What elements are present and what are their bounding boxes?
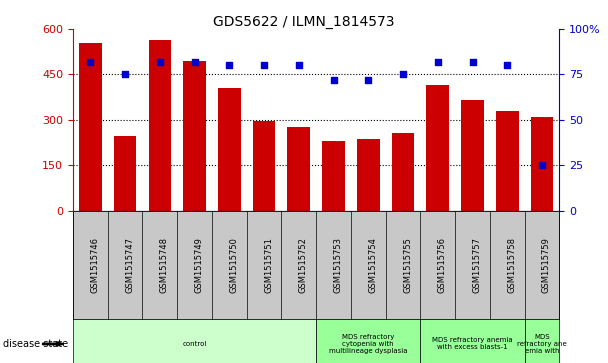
Point [224,62,234,68]
Point [433,59,443,65]
Text: GSM1515755: GSM1515755 [403,237,412,293]
Bar [288,127,310,211]
Text: GSM1515754: GSM1515754 [368,237,378,293]
Text: GSM1515753: GSM1515753 [334,237,342,293]
Text: control: control [182,341,207,347]
Point [190,59,199,65]
Bar [426,85,449,211]
Bar [461,100,484,211]
Text: GSM1515757: GSM1515757 [472,237,482,293]
Point [329,77,339,83]
Text: disease state: disease state [3,339,68,349]
Bar [322,141,345,211]
Point [398,72,408,77]
Text: GSM1515746: GSM1515746 [91,237,99,293]
Point [155,59,165,65]
Text: MDS
refractory ane
emia with: MDS refractory ane emia with [517,334,567,354]
Bar [79,43,102,211]
Point [120,72,130,77]
Text: GSM1515759: GSM1515759 [542,237,551,293]
Point [537,162,547,168]
Text: GSM1515752: GSM1515752 [299,237,308,293]
Bar [357,139,379,211]
Text: GSM1515749: GSM1515749 [195,237,204,293]
Bar [253,121,275,211]
Bar [148,40,171,211]
Point [468,59,477,65]
Text: MDS refractory
cytopenia with
multilineage dysplasia: MDS refractory cytopenia with multilinea… [329,334,407,354]
Text: GSM1515748: GSM1515748 [160,237,169,293]
Text: GSM1515747: GSM1515747 [125,237,134,293]
Point [364,77,373,83]
Bar [531,117,553,211]
Text: GDS5622 / ILMN_1814573: GDS5622 / ILMN_1814573 [213,15,395,29]
Bar [183,61,206,211]
Text: GSM1515756: GSM1515756 [438,237,447,293]
Text: GSM1515758: GSM1515758 [507,237,516,293]
Point [86,59,95,65]
Bar [114,136,136,211]
Bar [496,111,519,211]
Point [259,62,269,68]
Bar [218,88,241,211]
Text: GSM1515751: GSM1515751 [264,237,273,293]
Text: MDS refractory anemia
with excess blasts-1: MDS refractory anemia with excess blasts… [432,338,513,350]
Bar [392,133,414,211]
Point [502,62,512,68]
Point [294,62,303,68]
Text: GSM1515750: GSM1515750 [229,237,238,293]
